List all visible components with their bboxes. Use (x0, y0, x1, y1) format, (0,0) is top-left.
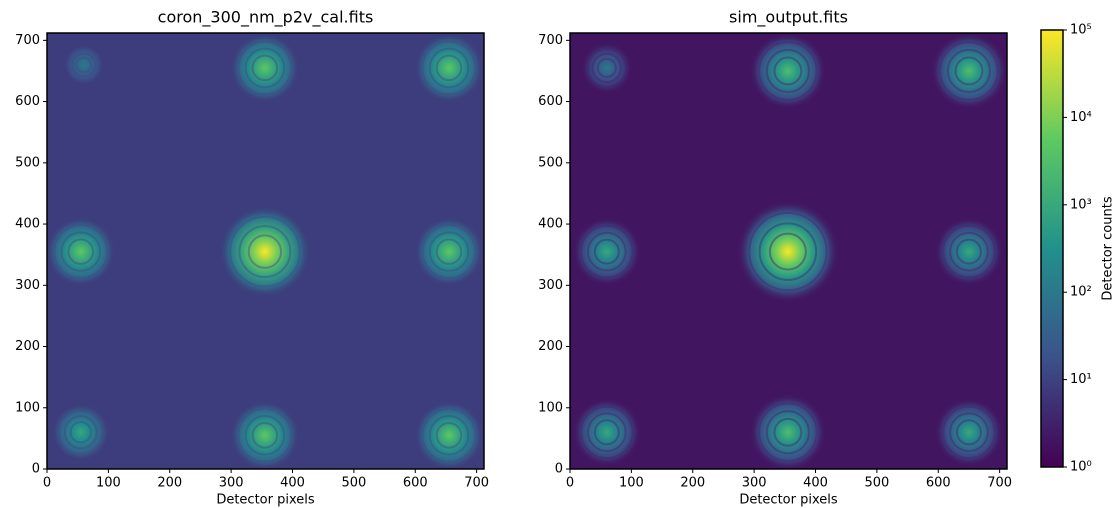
colorbar-tick-label: 10⁰ (1070, 460, 1092, 475)
x-tick-label: 700 (464, 476, 489, 491)
x-tick-label: 200 (680, 476, 705, 491)
y-tick-label: 200 (15, 339, 40, 354)
x-tick-label: 600 (926, 476, 951, 491)
x-tick-label: 200 (157, 476, 182, 491)
psf-spot (581, 42, 633, 94)
x-tick-label: 300 (742, 476, 767, 491)
x-tick-label: 100 (96, 476, 121, 491)
y-tick-label: 700 (15, 33, 40, 48)
colorbar-tick-label: 10¹ (1070, 372, 1092, 387)
psf-spot (934, 217, 1004, 286)
y-tick-label: 600 (15, 94, 40, 109)
y-tick-label: 500 (538, 155, 563, 170)
psf-spot (218, 205, 312, 298)
y-tick-label: 0 (555, 462, 563, 477)
x-tick-label: 400 (280, 476, 305, 491)
psf-spot (413, 400, 484, 469)
y-tick-label: 100 (538, 400, 563, 415)
y-tick-label: 300 (15, 278, 40, 293)
colorbar (1040, 29, 1064, 468)
x-tick-label: 500 (341, 476, 366, 491)
x-tick-label: 600 (403, 476, 428, 491)
y-tick-label: 400 (538, 217, 563, 232)
psf-spot (572, 217, 642, 286)
psf-spot (934, 398, 1004, 467)
psf-spot (736, 200, 840, 304)
plot-frame (569, 32, 1008, 470)
plot-frame (46, 32, 485, 470)
image (570, 33, 1007, 469)
x-axis-label: Detector pixels (739, 493, 838, 508)
y-tick-label: 600 (538, 94, 563, 109)
colorbar-tick-label: 10⁵ (1070, 23, 1092, 38)
psf-spot (63, 44, 105, 86)
psf-spot (930, 33, 1007, 110)
y-tick-label: 700 (538, 33, 563, 48)
x-tick-label: 0 (43, 476, 51, 491)
psf-spot (749, 33, 827, 110)
psf-spot (51, 403, 110, 462)
image (47, 33, 484, 469)
x-tick-label: 0 (566, 476, 574, 491)
psf-spot (229, 400, 300, 469)
psf-spot (413, 216, 484, 287)
x-tick-label: 100 (619, 476, 644, 491)
psf-spot (47, 216, 116, 287)
psf-spot (572, 398, 642, 467)
colorbar-tick-label: 10⁴ (1070, 110, 1092, 125)
psf-spot (413, 33, 484, 103)
colorbar-label: Detector counts (1101, 196, 1114, 300)
x-tick-label: 400 (803, 476, 828, 491)
y-tick-label: 500 (15, 155, 40, 170)
chart-title: coron_300_nm_p2v_cal.fits (158, 8, 374, 28)
colorbar-tick-label: 10² (1070, 285, 1092, 300)
psf-spot (229, 33, 300, 103)
chart-title: sim_output.fits (729, 8, 848, 28)
x-tick-label: 300 (219, 476, 244, 491)
psf-spot (749, 393, 827, 469)
y-tick-label: 0 (32, 462, 40, 477)
y-tick-label: 200 (538, 339, 563, 354)
x-tick-label: 700 (987, 476, 1012, 491)
x-tick-label: 500 (864, 476, 889, 491)
y-tick-label: 100 (15, 400, 40, 415)
colorbar-tick-label: 10³ (1070, 197, 1092, 212)
y-tick-label: 400 (15, 217, 40, 232)
y-tick-label: 300 (538, 278, 563, 293)
x-axis-label: Detector pixels (216, 493, 315, 508)
